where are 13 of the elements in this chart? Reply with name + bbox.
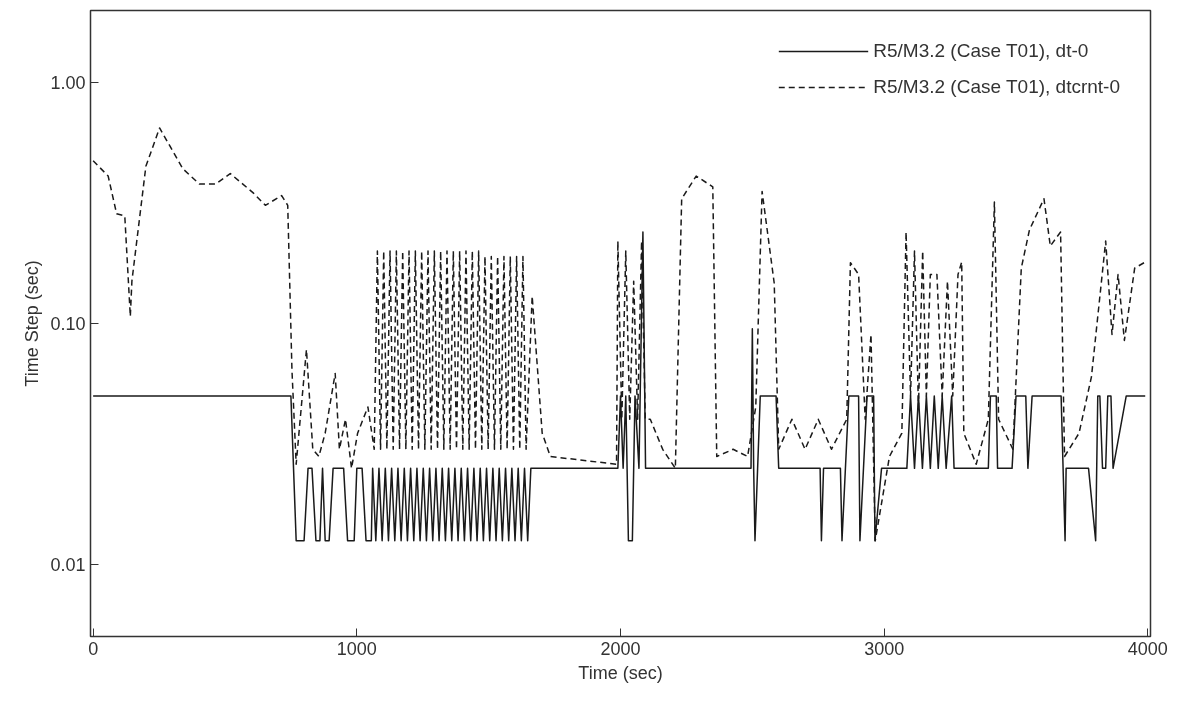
y-axis-title: Time Step (sec): [22, 260, 43, 387]
x-tick-label: 2000: [600, 638, 641, 659]
x-tick-label: 1000: [336, 638, 377, 659]
legend-label: R5/M3.2 (Case T01), dt-0: [873, 40, 1089, 62]
x-tick-label: 3000: [864, 638, 905, 659]
x-tick-label: 0: [88, 638, 99, 659]
line-series: [92, 127, 1146, 542]
y-tick-label: 0.10: [50, 314, 86, 334]
y-tick-label: 1.00: [50, 73, 86, 94]
x-axis-title: Time (sec): [578, 662, 663, 683]
legend-label: R5/M3.2 (Case T01), dtcrnt-0: [873, 76, 1120, 98]
y-tick-label: 0.01: [50, 554, 86, 575]
x-tick-label: 4000: [1127, 638, 1168, 659]
